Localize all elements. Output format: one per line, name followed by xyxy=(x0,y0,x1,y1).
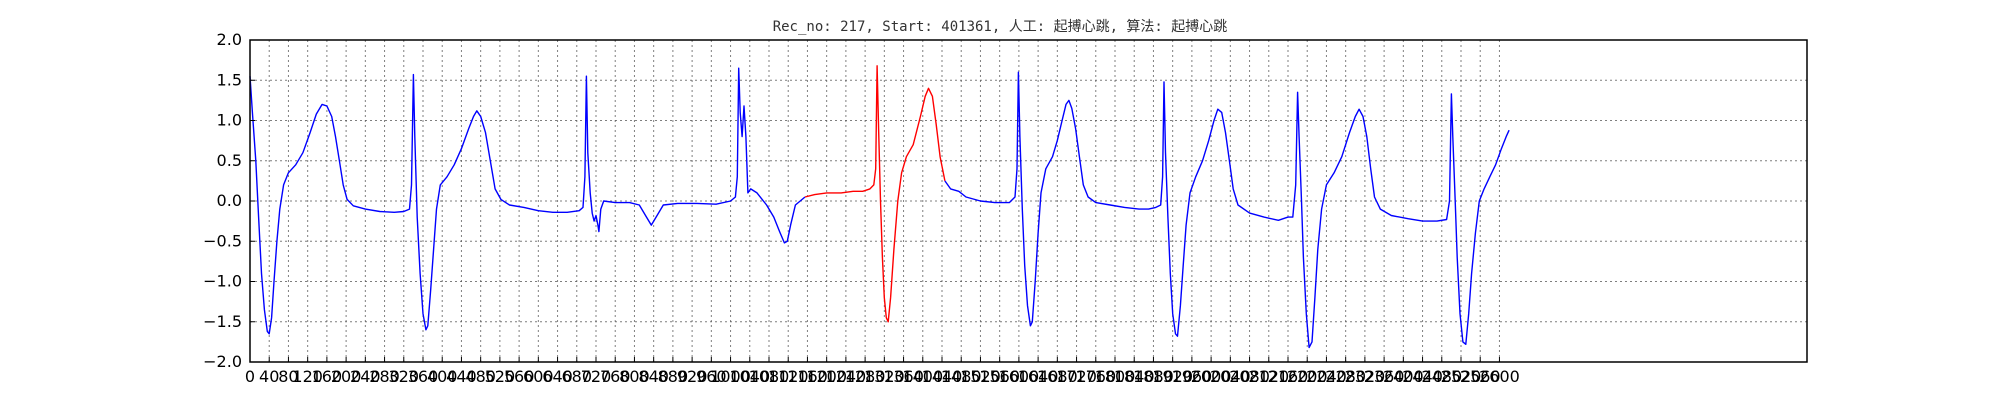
x-tick-label: 2280 xyxy=(1325,367,1366,386)
x-tick-label: 2440 xyxy=(1402,367,1443,386)
x-tick-label: 920 xyxy=(677,367,708,386)
x-tick-label: 720 xyxy=(581,367,612,386)
ecg-series-line-1 xyxy=(804,65,946,323)
x-tick-label: 1280 xyxy=(845,367,886,386)
y-tick-label: 2.0 xyxy=(217,30,242,49)
x-tick-label: 160 xyxy=(312,367,343,386)
x-tick-label: 2080 xyxy=(1229,367,1270,386)
x-tick-label: 1560 xyxy=(979,367,1020,386)
x-tick-label: 1800 xyxy=(1095,367,1136,386)
x-tick-label: 1040 xyxy=(729,367,770,386)
x-tick-label: 440 xyxy=(446,367,477,386)
x-tick-label: 280 xyxy=(369,367,400,386)
x-tick-label: 1520 xyxy=(960,367,1001,386)
x-tick-label: 1000 xyxy=(710,367,751,386)
x-tick-label: 1160 xyxy=(787,367,828,386)
x-tick-label: 2480 xyxy=(1421,367,1462,386)
x-tick-label: 960 xyxy=(696,367,727,386)
y-tick-label: −1.0 xyxy=(203,272,242,291)
x-tick-label: 0 xyxy=(245,367,255,386)
x-tick-label: 2040 xyxy=(1210,367,1251,386)
x-tick-label: 320 xyxy=(389,367,420,386)
x-tick-label: 120 xyxy=(292,367,323,386)
x-tick-label: 640 xyxy=(542,367,573,386)
y-tick-label: 0.5 xyxy=(217,151,242,170)
x-tick-label: 1120 xyxy=(768,367,809,386)
x-tick-label: 1320 xyxy=(864,367,905,386)
x-tick-label: 1960 xyxy=(1172,367,1213,386)
x-tick-label: 1360 xyxy=(883,367,924,386)
x-tick-label: 2120 xyxy=(1248,367,1289,386)
x-tick-label: 600 xyxy=(523,367,554,386)
x-tick-label: 2240 xyxy=(1306,367,1347,386)
x-tick-label: 360 xyxy=(408,367,439,386)
x-tick-label: 1440 xyxy=(922,367,963,386)
x-tick-label: 1920 xyxy=(1152,367,1193,386)
x-tick-label: 2000 xyxy=(1191,367,1232,386)
y-tick-label: −0.5 xyxy=(203,231,242,250)
x-tick-label: 880 xyxy=(658,367,689,386)
x-tick-label: 2320 xyxy=(1345,367,1386,386)
chart-title: Rec_no: 217, Start: 401361, 人工: 起搏心跳, 算法… xyxy=(773,18,1228,35)
x-tick-label: 480 xyxy=(465,367,496,386)
x-tick-label: 840 xyxy=(638,367,669,386)
y-tick-label: 0.0 xyxy=(217,191,242,210)
x-tick-label: 520 xyxy=(485,367,516,386)
x-tick-label: 2360 xyxy=(1364,367,1405,386)
x-tick-label: 2600 xyxy=(1479,367,1520,386)
x-tick-label: 1480 xyxy=(941,367,982,386)
x-tick-label: 800 xyxy=(619,367,650,386)
y-axis-ticks: 2.0 1.5 1.0 0.5 0.0 −0.5 −1.0 −1.5 −2.0 xyxy=(203,30,255,371)
x-tick-label: 2200 xyxy=(1287,367,1328,386)
x-tick-label: 1680 xyxy=(1037,367,1078,386)
x-tick-label: 400 xyxy=(427,367,458,386)
x-tick-label: 760 xyxy=(600,367,631,386)
x-tick-label: 1840 xyxy=(1114,367,1155,386)
x-tick-label: 80 xyxy=(278,367,298,386)
x-tick-label: 2560 xyxy=(1460,367,1501,386)
x-tick-label: 680 xyxy=(562,367,593,386)
x-tick-label: 2160 xyxy=(1268,367,1309,386)
x-tick-label: 2400 xyxy=(1383,367,1424,386)
x-tick-label: 40 xyxy=(259,367,279,386)
x-tick-label: 560 xyxy=(504,367,535,386)
x-tick-label: 240 xyxy=(350,367,381,386)
y-tick-label: −2.0 xyxy=(203,352,242,371)
x-tick-label: 1200 xyxy=(806,367,847,386)
x-tick-label: 1080 xyxy=(749,367,790,386)
series-lines xyxy=(249,65,1510,349)
y-tick-label: −1.5 xyxy=(203,312,242,331)
x-tick-label: 1640 xyxy=(1018,367,1059,386)
x-tick-label: 1880 xyxy=(1133,367,1174,386)
x-tick-label: 1720 xyxy=(1056,367,1097,386)
x-tick-label: 2520 xyxy=(1441,367,1482,386)
x-axis-ticks: 0 408012016020024028032036040044048052056… xyxy=(245,357,1520,386)
x-tick-label: 1760 xyxy=(1075,367,1116,386)
x-tick-label: 1240 xyxy=(826,367,867,386)
x-tick-label: 1600 xyxy=(999,367,1040,386)
ecg-series-line-2 xyxy=(944,71,1510,349)
y-tick-label: 1.5 xyxy=(217,70,242,89)
ecg-series-line-0 xyxy=(249,67,806,335)
x-tick-label: 1400 xyxy=(902,367,943,386)
x-tick-label: 200 xyxy=(331,367,362,386)
y-tick-label: 1.0 xyxy=(217,111,242,130)
